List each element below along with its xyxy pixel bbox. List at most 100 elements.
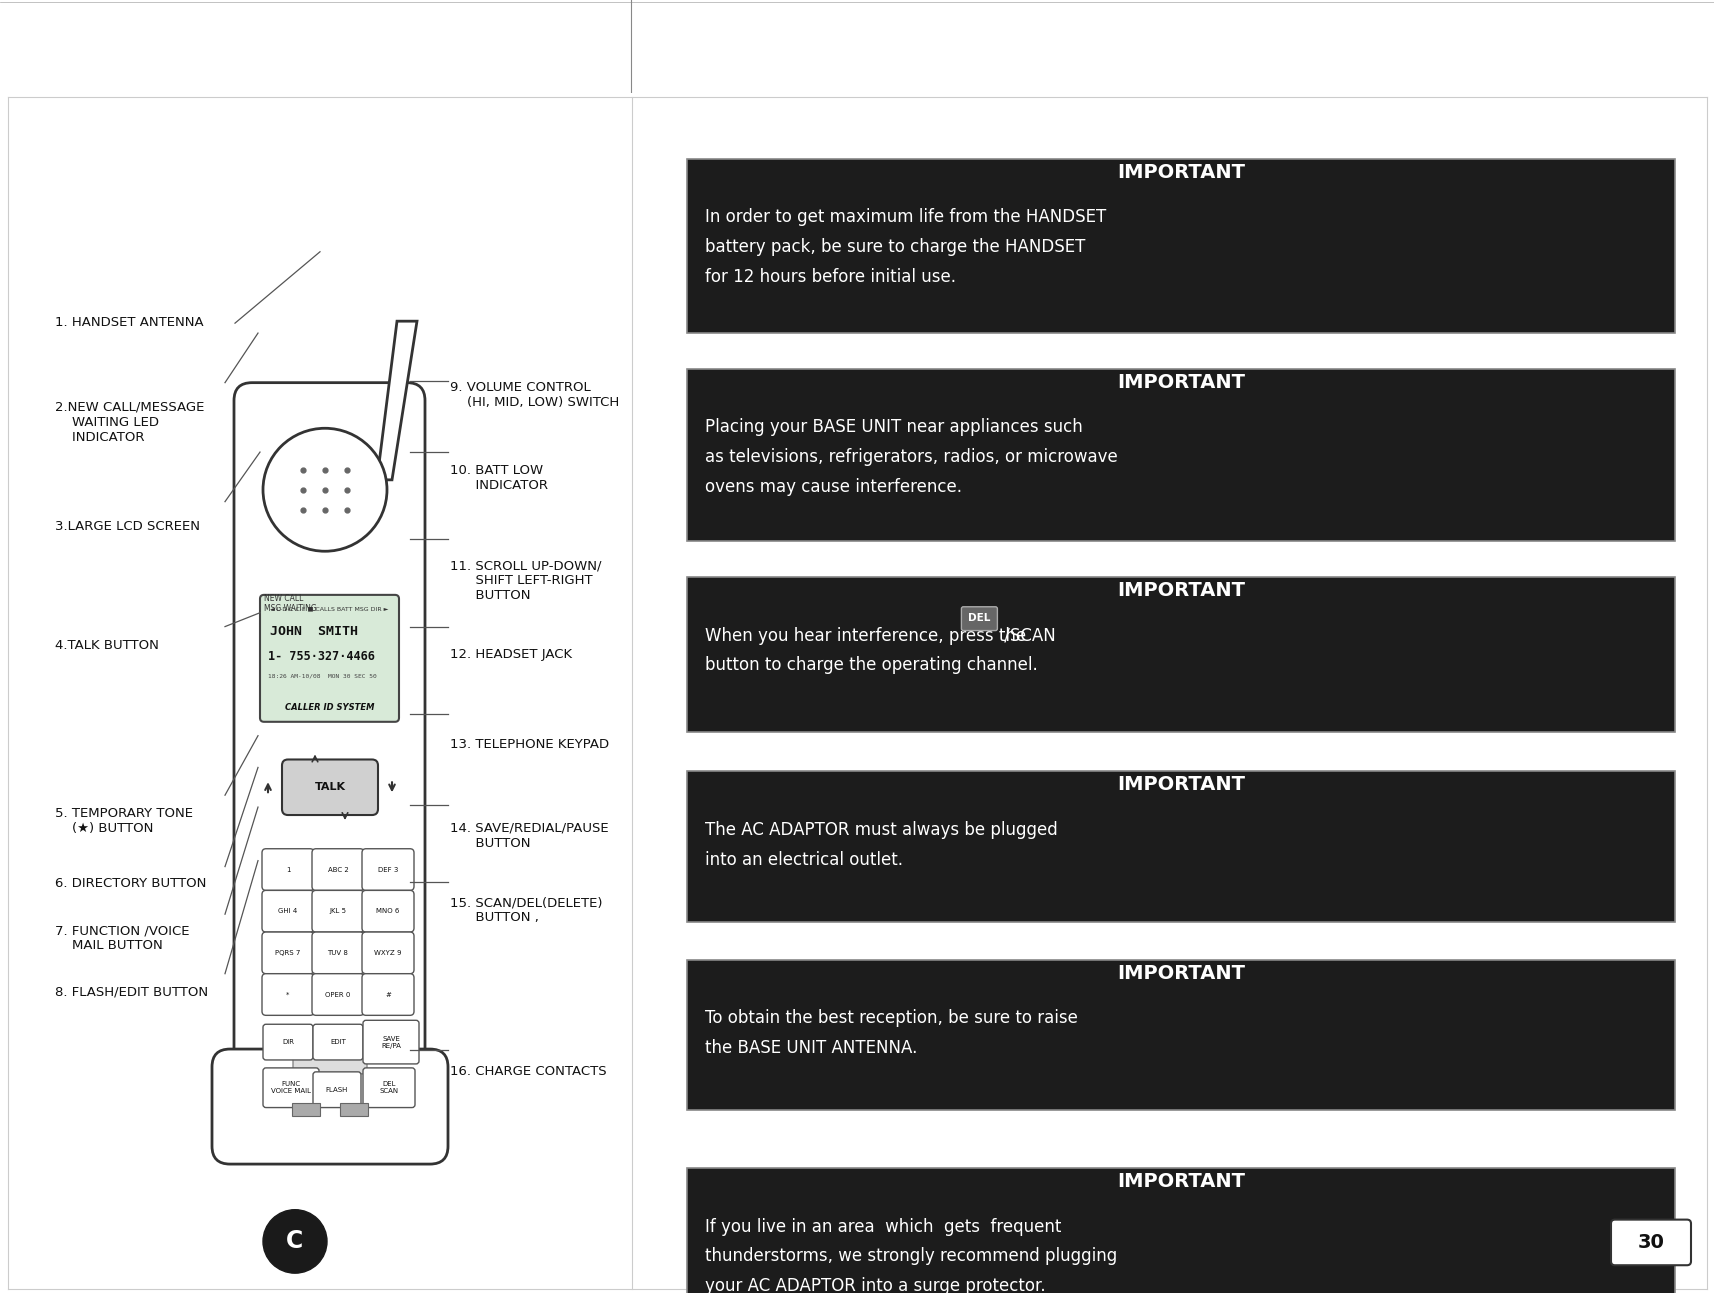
Text: C: C	[286, 1230, 303, 1253]
Text: DEL
SCAN: DEL SCAN	[379, 1081, 398, 1094]
Bar	[339, 1103, 369, 1116]
FancyBboxPatch shape	[312, 848, 363, 891]
Text: TALK: TALK	[314, 782, 345, 793]
Text: The AC ADAPTOR must always be plugged: The AC ADAPTOR must always be plugged	[704, 821, 1058, 839]
FancyBboxPatch shape	[213, 1049, 447, 1164]
FancyBboxPatch shape	[314, 1072, 360, 1108]
Text: Notes: Notes	[840, 41, 950, 74]
Text: FUNC
VOICE MAIL: FUNC VOICE MAIL	[271, 1081, 310, 1094]
Text: button to charge the operating channel.: button to charge the operating channel.	[704, 657, 1037, 675]
Text: 14. SAVE/REDIAL/PAUSE
      BUTTON: 14. SAVE/REDIAL/PAUSE BUTTON	[449, 822, 608, 850]
Text: 9. VOLUME CONTROL
    (HI, MID, LOW) SWITCH: 9. VOLUME CONTROL (HI, MID, LOW) SWITCH	[449, 380, 619, 409]
FancyBboxPatch shape	[281, 759, 377, 815]
Text: /SCAN: /SCAN	[999, 627, 1056, 645]
Text: EDIT: EDIT	[329, 1040, 346, 1045]
FancyBboxPatch shape	[1609, 1219, 1690, 1266]
Text: OPER 0: OPER 0	[326, 992, 350, 997]
Text: DIR: DIR	[281, 1040, 293, 1045]
Text: HANDSET Controls: HANDSET Controls	[31, 41, 379, 74]
Bar	[687, 1168, 1675, 1293]
FancyBboxPatch shape	[314, 1024, 363, 1060]
Text: TUV 8: TUV 8	[327, 950, 348, 956]
Text: as televisions, refrigerators, radios, or microwave: as televisions, refrigerators, radios, o…	[704, 449, 1118, 465]
Text: MNO 6: MNO 6	[375, 908, 399, 914]
Text: 1- 755·327·4466: 1- 755·327·4466	[267, 650, 375, 663]
FancyBboxPatch shape	[362, 974, 413, 1015]
Text: 13. TELEPHONE KEYPAD: 13. TELEPHONE KEYPAD	[449, 738, 608, 751]
FancyBboxPatch shape	[362, 932, 413, 974]
Text: *: *	[286, 992, 290, 997]
Text: IMPORTANT: IMPORTANT	[1116, 581, 1244, 600]
Bar	[687, 772, 1675, 922]
Text: Placing your BASE UNIT near appliances such: Placing your BASE UNIT near appliances s…	[704, 419, 1082, 436]
FancyBboxPatch shape	[962, 606, 998, 631]
Text: 18:26 AM·10/08  MON 30 SEC 50: 18:26 AM·10/08 MON 30 SEC 50	[267, 674, 377, 679]
FancyBboxPatch shape	[363, 1020, 418, 1064]
Text: your AC ADAPTOR into a surge protector.: your AC ADAPTOR into a surge protector.	[704, 1277, 1046, 1293]
Text: 3.LARGE LCD SCREEN: 3.LARGE LCD SCREEN	[55, 520, 201, 533]
FancyBboxPatch shape	[293, 1050, 367, 1074]
Text: SAVE
RE/PA: SAVE RE/PA	[381, 1036, 401, 1049]
FancyBboxPatch shape	[262, 848, 314, 891]
Text: JKL 5: JKL 5	[329, 908, 346, 914]
Text: When you hear interference, press the: When you hear interference, press the	[704, 627, 1030, 645]
Text: IMPORTANT: IMPORTANT	[1116, 372, 1244, 392]
Text: CALLER ID SYSTEM: CALLER ID SYSTEM	[285, 703, 374, 712]
Polygon shape	[377, 321, 417, 480]
Text: 2.NEW CALL/MESSAGE
    WAITING LED
    INDICATOR: 2.NEW CALL/MESSAGE WAITING LED INDICATOR	[55, 401, 204, 443]
Text: FLASH: FLASH	[326, 1086, 348, 1093]
Bar	[687, 959, 1675, 1109]
Text: PQRS 7: PQRS 7	[276, 950, 300, 956]
FancyBboxPatch shape	[233, 383, 425, 1122]
Text: IMPORTANT: IMPORTANT	[1116, 776, 1244, 794]
Text: thunderstorms, we strongly recommend plugging: thunderstorms, we strongly recommend plu…	[704, 1248, 1116, 1266]
Bar	[687, 369, 1675, 542]
Bar	[291, 1103, 321, 1116]
Text: 1. HANDSET ANTENNA: 1. HANDSET ANTENNA	[55, 317, 204, 330]
Text: battery pack, be sure to charge the HANDSET: battery pack, be sure to charge the HAND…	[704, 238, 1085, 256]
Text: ◄ L·D·C·C·F ■ CALLS BATT MSG DIR ►: ◄ L·D·C·C·F ■ CALLS BATT MSG DIR ►	[269, 606, 387, 612]
Text: 1: 1	[286, 866, 290, 873]
Text: 15. SCAN/DEL(DELETE)
      BUTTON ,: 15. SCAN/DEL(DELETE) BUTTON ,	[449, 896, 602, 924]
FancyBboxPatch shape	[261, 595, 399, 721]
Text: 16. CHARGE CONTACTS: 16. CHARGE CONTACTS	[449, 1065, 607, 1078]
Circle shape	[262, 428, 387, 551]
Text: NEW CALL
MSG WAITING: NEW CALL MSG WAITING	[264, 593, 317, 613]
Text: 4.TALK BUTTON: 4.TALK BUTTON	[55, 639, 159, 652]
Text: into an electrical outlet.: into an electrical outlet.	[704, 851, 903, 869]
FancyBboxPatch shape	[363, 1068, 415, 1108]
Text: In order to get maximum life from the HANDSET: In order to get maximum life from the HA…	[704, 208, 1106, 226]
Text: 5. TEMPORARY TONE
    (★) BUTTON: 5. TEMPORARY TONE (★) BUTTON	[55, 807, 194, 835]
Text: 7. FUNCTION /VOICE
    MAIL BUTTON: 7. FUNCTION /VOICE MAIL BUTTON	[55, 924, 189, 952]
Text: To obtain the best reception, be sure to raise: To obtain the best reception, be sure to…	[704, 1010, 1076, 1028]
Text: the BASE UNIT ANTENNA.: the BASE UNIT ANTENNA.	[704, 1040, 917, 1058]
Text: 10. BATT LOW
      INDICATOR: 10. BATT LOW INDICATOR	[449, 464, 548, 491]
Text: IMPORTANT: IMPORTANT	[1116, 163, 1244, 181]
Bar	[687, 159, 1675, 334]
FancyBboxPatch shape	[262, 1068, 319, 1108]
FancyBboxPatch shape	[262, 932, 314, 974]
Text: JOHN  SMITH: JOHN SMITH	[269, 625, 358, 637]
Text: for 12 hours before initial use.: for 12 hours before initial use.	[704, 268, 955, 286]
Text: #: #	[386, 992, 391, 997]
Text: 30: 30	[1637, 1234, 1664, 1252]
Bar	[687, 577, 1675, 732]
FancyBboxPatch shape	[312, 974, 363, 1015]
Circle shape	[262, 1210, 327, 1274]
Text: GHI 4: GHI 4	[278, 908, 298, 914]
Text: DEL: DEL	[968, 613, 991, 623]
Text: 11. SCROLL UP-DOWN/
      SHIFT LEFT-RIGHT
      BUTTON: 11. SCROLL UP-DOWN/ SHIFT LEFT-RIGHT BUT…	[449, 559, 602, 603]
Text: 6. DIRECTORY BUTTON: 6. DIRECTORY BUTTON	[55, 877, 206, 890]
Text: ovens may cause interference.: ovens may cause interference.	[704, 478, 962, 495]
Text: If you live in an area  which  gets  frequent: If you live in an area which gets freque…	[704, 1218, 1061, 1236]
Text: 12. HEADSET JACK: 12. HEADSET JACK	[449, 648, 572, 662]
FancyBboxPatch shape	[262, 891, 314, 932]
FancyBboxPatch shape	[362, 891, 413, 932]
FancyBboxPatch shape	[312, 891, 363, 932]
Text: DEF 3: DEF 3	[377, 866, 398, 873]
Text: 8. FLASH/EDIT BUTTON: 8. FLASH/EDIT BUTTON	[55, 985, 207, 998]
Text: IMPORTANT: IMPORTANT	[1116, 1171, 1244, 1191]
Text: IMPORTANT: IMPORTANT	[1116, 963, 1244, 983]
FancyBboxPatch shape	[262, 1024, 314, 1060]
FancyBboxPatch shape	[362, 848, 413, 891]
